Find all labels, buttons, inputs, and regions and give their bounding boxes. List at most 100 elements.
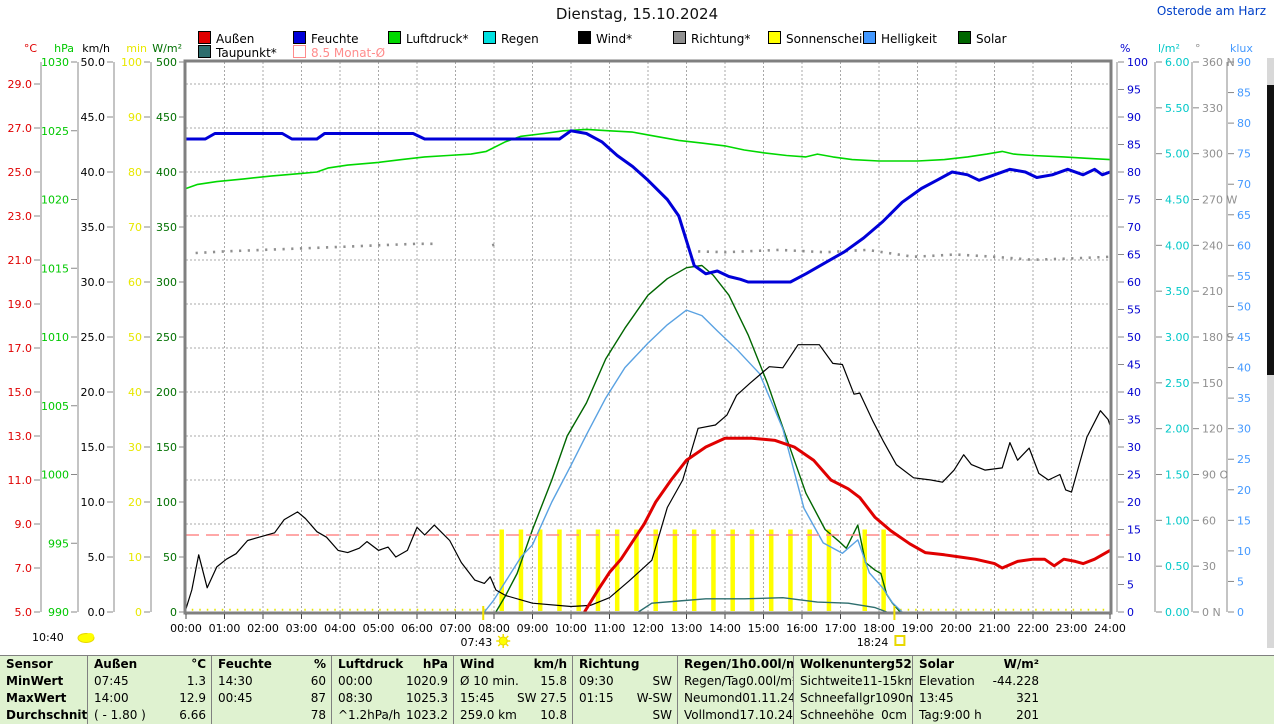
cell-label: Durchschnitt [6,708,87,722]
x-axis-label: 07:00 [440,622,472,635]
axis-unit-deg: ° [1195,42,1201,55]
x-axis-label: 21:00 [979,622,1011,635]
table-row-cell: Durchschnitt [0,707,87,724]
axis-tick-label-deg: 90 O [1202,469,1228,482]
legend-swatch [673,31,686,44]
table-header-cell: Wolkenunterg525m [794,656,912,673]
cell-value: W-SW [636,691,672,705]
sunshine-bar [576,529,581,611]
axis-tick-label-pct: 60 [1127,276,1141,289]
axis-tick-label-min: 30 [128,441,142,454]
axis-tick-label-hpa: 1030 [41,56,69,69]
axis-tick-label-kmh: 20.0 [81,386,106,399]
axis-tick-label-min: 10 [128,551,142,564]
cell-value: 0.00l/m² [746,674,793,688]
axis-tick-label-temp: 17.0 [8,342,33,355]
legend-item-helligkeit: Helligkeit [863,31,937,46]
axis-unit-klux: klux [1230,42,1253,55]
x-axis-label: 19:00 [902,622,934,635]
axis-tick-label-hpa: 1000 [41,469,69,482]
table-row-cell: 14:30 60 [212,673,331,690]
axis-tick-label-hpa: 1015 [41,262,69,275]
legend-item-richtung-: Richtung* [673,31,750,46]
axis-tick-label-pct: 0 [1127,606,1134,619]
axis-tick-label-min: 40 [128,386,142,399]
legend-swatch [293,45,306,58]
axis-tick-label-wm2: 50 [163,551,177,564]
table-row-cell: Neumond 01.11.24 [678,690,793,707]
table-row-cell: 00:00 1020.9 [332,673,453,690]
table-column-Außen: Außen °C 07:45 1.3 14:00 12.9 ( - 1.80 ) 6.66 [88,656,212,724]
cell-value: % [313,657,326,671]
axis-tick-label-temp: 13.0 [8,430,33,443]
sunset-time: 18:24 [857,636,889,649]
axis-tick-label-lm2: 4.00 [1165,239,1190,252]
cell-label: Richtung [579,657,640,671]
series-helligkeit [483,309,903,613]
axis-tick-label-hpa: 1010 [41,331,69,344]
cell-label: Schneefallgr [800,691,875,705]
summary-table: Sensor MinWert MaxWert Durchschnitt Außen °C 0… [0,655,1274,724]
sunshine-bar [518,529,524,611]
legend-item-taupunkt-: Taupunkt* [198,45,277,60]
sunrise-time: 07:43 [461,636,493,649]
cell-label: Außen [94,657,138,671]
cell-value: 1023.2 [406,708,448,722]
cell-value: °C [191,657,206,671]
x-axis-label: 23:00 [1056,622,1088,635]
legend-label: Außen [216,32,255,46]
axis-tick-label-kmh: 5.0 [88,551,106,564]
cell-value: 1025.3 [406,691,448,705]
sunshine-bar [672,529,678,611]
cell-label: Sensor [6,657,53,671]
axis-unit-hpa: hPa [54,42,74,55]
table-header-cell: Feuchte% [212,656,331,673]
sunshine-bar [653,529,658,611]
series-feuchte [186,129,1111,284]
table-row-cell: 01:15 W-SW [573,690,677,707]
legend-label: Wind* [596,32,633,46]
axis-tick-label-deg: 30 [1202,560,1216,573]
axis-tick-label-deg: 300 [1202,148,1223,161]
axis-tick-label-klux: 20 [1237,484,1251,497]
axis-tick-label-klux: 50 [1237,300,1251,313]
scrollbar-thumb[interactable] [1267,85,1274,375]
axis-tick-label-klux: 60 [1237,239,1251,252]
axis-tick-label-hpa: 995 [48,537,69,550]
x-axis-label: 11:00 [594,622,626,635]
x-axis-label: 04:00 [324,622,356,635]
series-solar [495,264,901,613]
legend-swatch [958,31,971,44]
table-column-Regen/1h: Regen/1h0.00l/m²Regen/Tag0.00l/m²Neumond… [678,656,794,724]
legend-label: Regen [501,32,539,46]
axis-tick-label-temp: 21.0 [8,254,33,267]
legend-label: Taupunkt* [216,46,277,60]
x-axis-label: 16:00 [786,622,818,635]
axis-tick-label-temp: 23.0 [8,210,33,223]
axis-tick-label-lm2: 4.50 [1165,194,1190,207]
axis-tick-label-lm2: 6.00 [1165,56,1190,69]
sunset-square-icon [894,635,906,646]
axis-tick-label-pct: 45 [1127,359,1141,372]
table-row-cell: MaxWert [0,690,87,707]
cell-label: 14:00 [94,691,129,705]
cell-value: 1020.9 [406,674,448,688]
axis-tick-label-klux: 40 [1237,362,1251,375]
legend-swatch [198,31,211,44]
axis-tick-label-min: 0 [135,606,142,619]
x-axis-label: 06:00 [401,622,433,635]
axis-tick-label-wm2: 300 [156,276,177,289]
table-column-Wolkenunterg: Wolkenunterg525mSichtweite11-15kmSchneef… [794,656,913,724]
axis-tick-label-temp: 27.0 [8,122,33,135]
table-row-cell: 259.0 km 10.8 [454,707,572,724]
axis-tick-label-pct: 30 [1127,441,1141,454]
axis-tick-label-wm2: 200 [156,386,177,399]
sunrise-sun-icon [498,636,508,646]
cell-value: 17.10.24 [739,708,793,722]
axis-tick-label-lm2: 2.50 [1165,377,1190,390]
cell-value: 1090m [875,691,912,705]
x-axis-label: 00:00 [170,622,202,635]
table-row-cell: SW [573,707,677,724]
axis-tick-label-lm2: 3.00 [1165,331,1190,344]
axis-unit-temp: °C [24,42,38,55]
